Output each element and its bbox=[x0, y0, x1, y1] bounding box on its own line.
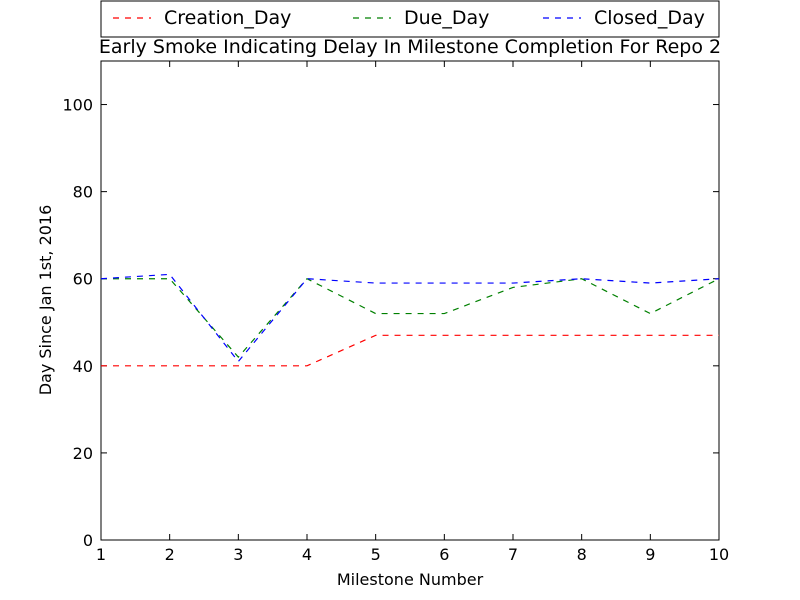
legend-label: Due_Day bbox=[404, 7, 489, 29]
x-tick-label: 10 bbox=[709, 545, 729, 564]
x-tick-label: 7 bbox=[508, 545, 518, 564]
chart-title: Early Smoke Indicating Delay In Mileston… bbox=[99, 36, 721, 58]
y-tick-label: 60 bbox=[73, 270, 93, 289]
legend: Creation_Day Due_Day Closed_Day bbox=[100, 0, 720, 38]
x-axis-label: Milestone Number bbox=[337, 570, 484, 589]
plot-area bbox=[100, 60, 720, 541]
x-tick-label: 9 bbox=[645, 545, 655, 564]
legend-frame bbox=[100, 0, 720, 38]
legend-label: Creation_Day bbox=[164, 7, 291, 29]
y-axis-label: Day Since Jan 1st, 2016 bbox=[36, 205, 55, 396]
x-tick-label: 5 bbox=[371, 545, 381, 564]
x-tick-label: 6 bbox=[439, 545, 449, 564]
y-tick-label: 100 bbox=[62, 96, 93, 115]
y-tick-label: 40 bbox=[73, 357, 93, 376]
x-tick-label: 3 bbox=[233, 545, 243, 564]
y-tick-label: 20 bbox=[73, 444, 93, 463]
series-line-creation-day bbox=[101, 334, 719, 367]
series-lines bbox=[100, 273, 720, 367]
x-tick-label: 4 bbox=[302, 545, 312, 564]
legend-label: Closed_Day bbox=[594, 7, 705, 29]
y-tick-label: 80 bbox=[73, 183, 93, 202]
series-line-closed-day bbox=[100, 273, 720, 363]
x-tick-label: 2 bbox=[165, 545, 175, 564]
x-tick-label: 8 bbox=[577, 545, 587, 564]
x-tick-label: 1 bbox=[96, 545, 106, 564]
y-tick-label: 0 bbox=[83, 531, 93, 550]
